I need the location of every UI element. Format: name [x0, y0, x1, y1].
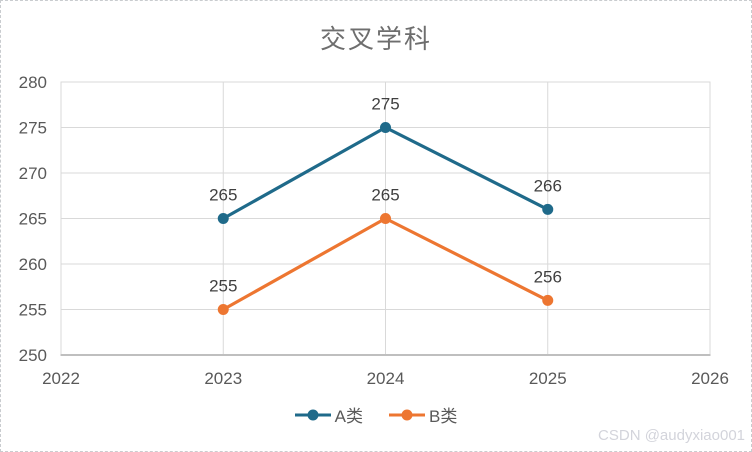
- legend: A类 B类: [1, 402, 751, 427]
- data-point-B类: [217, 304, 229, 315]
- x-tick-label: 2026: [691, 369, 729, 388]
- y-tick-label: 260: [19, 255, 47, 274]
- data-point-A类: [542, 203, 554, 215]
- legend-marker-icon: [389, 409, 425, 420]
- legend-label: A类: [334, 407, 363, 426]
- data-label-B类: 265: [371, 186, 399, 205]
- y-tick-label: 280: [19, 73, 47, 92]
- y-tick-label: 270: [19, 164, 47, 183]
- x-tick-label: 2025: [529, 369, 567, 388]
- legend-label: B类: [429, 407, 458, 426]
- x-tick-label: 2022: [42, 369, 80, 388]
- data-label-A类: 265: [209, 186, 237, 205]
- legend-item-A类: A类: [294, 402, 363, 427]
- y-tick-label: 255: [19, 301, 47, 320]
- data-label-B类: 256: [534, 267, 562, 286]
- y-tick-label: 275: [19, 119, 47, 138]
- data-label-B类: 255: [209, 277, 237, 296]
- data-point-A类: [380, 122, 391, 133]
- watermark: CSDN @audyxiao001: [598, 427, 745, 444]
- data-label-A类: 275: [371, 95, 399, 114]
- x-tick-label: 2023: [204, 369, 242, 388]
- chart-title: 交叉学科: [319, 24, 432, 54]
- data-point-B类: [542, 294, 554, 306]
- legend-item-B类: B类: [389, 402, 457, 427]
- legend-marker-icon: [294, 409, 331, 420]
- data-label-A类: 266: [534, 176, 562, 195]
- data-point-B类: [380, 213, 391, 224]
- y-tick-label: 265: [19, 210, 47, 229]
- x-tick-label: 2024: [367, 369, 405, 388]
- y-tick-label: 250: [19, 346, 47, 365]
- data-point-A类: [217, 213, 229, 224]
